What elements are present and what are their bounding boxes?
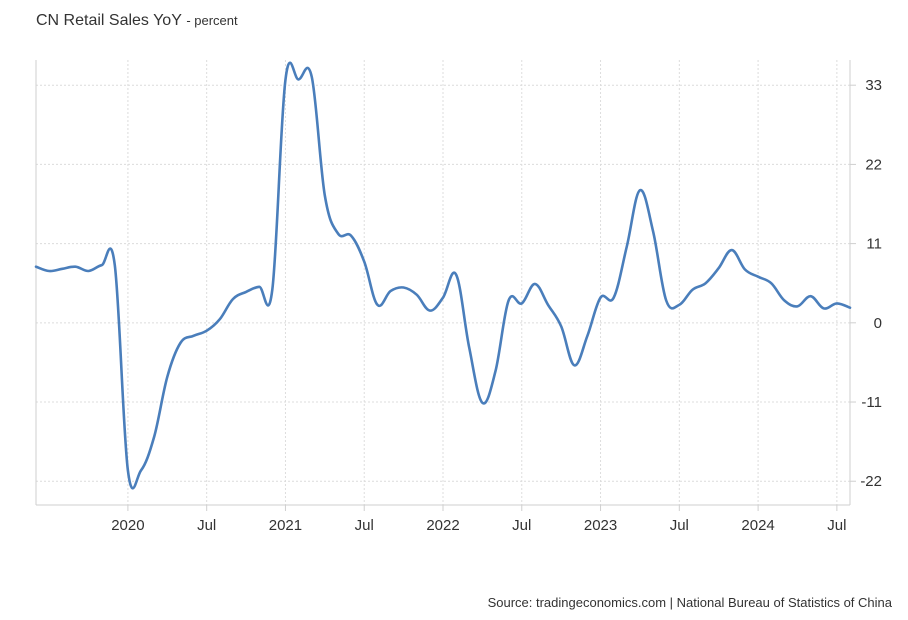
x-tick-label: Jul [827,517,846,534]
axes [35,60,856,511]
x-tick-label: 2024 [741,517,774,534]
chart-title: CN Retail Sales YoY [36,12,182,29]
series-line-retail-sales [34,61,852,490]
chart-title-block: CN Retail Sales YoY - percent [36,12,238,30]
x-tick-label: Jul [512,517,531,534]
x-axis-ticks: 2020 Jul 2021 Jul 2022 Jul 2023 Jul 2024 Jul [111,517,846,534]
source-attribution: Source: tradingeconomics.com | National … [487,595,892,610]
x-tick-label: Jul [670,517,689,534]
x-tick-label: Jul [355,517,374,534]
x-tick-label: 2021 [269,517,302,534]
y-tick-label: -11 [861,394,882,411]
y-tick-label: 11 [866,236,882,253]
line-chart: 33 22 11 0 -11 -22 2020 Jul 2021 Jul 2022 Jul 2023 J… [34,60,882,534]
chart-subtitle: - percent [186,13,238,28]
series-layer [34,61,852,490]
y-tick-label: 33 [865,77,882,94]
y-axis-ticks: 33 22 11 0 -11 -22 [860,77,882,490]
y-tick-label: 0 [874,315,882,332]
x-tick-label: 2020 [111,517,144,534]
y-tick-label: -22 [860,473,882,490]
x-tick-label: Jul [197,517,216,534]
x-tick-label: 2023 [584,517,617,534]
x-tick-label: 2022 [426,517,459,534]
grid [36,60,850,505]
y-tick-label: 22 [865,156,882,173]
